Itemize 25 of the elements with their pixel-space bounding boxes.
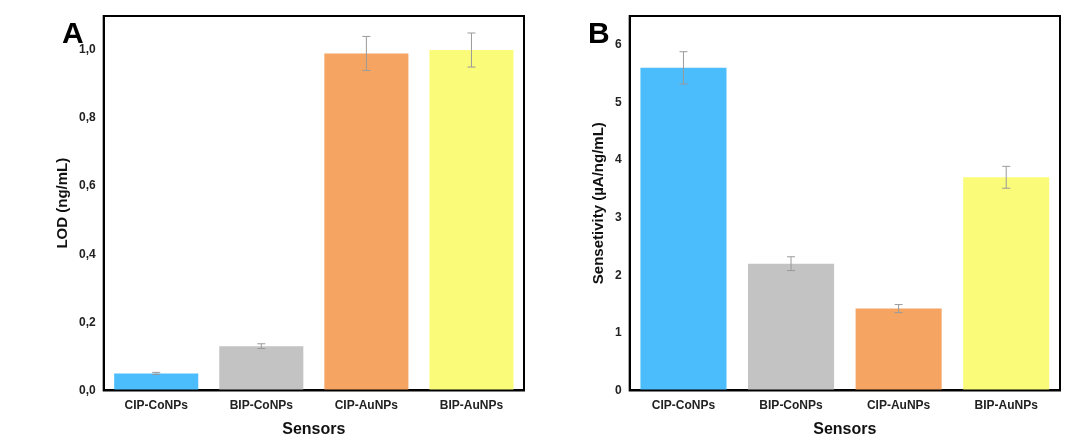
y-axis-title: Sensetivity (µA/ng/mL) <box>589 122 607 285</box>
x-tick-label: CIP-CoNPs <box>651 397 716 412</box>
x-tick-label: BIP-AuNPs <box>439 397 504 412</box>
y-tick-label: 0,2 <box>78 314 96 329</box>
y-tick-label: 0,4 <box>78 246 96 261</box>
x-tick-label: CIP-CoNPs <box>124 397 189 412</box>
y-axis-title: LOD (ng/mL) <box>53 157 71 249</box>
x-tick-label: BIP-CoNPs <box>229 397 294 412</box>
y-tick-label: 4 <box>614 152 622 167</box>
x-tick-label: BIP-CoNPs <box>759 397 824 412</box>
x-tick-label: BIP-AuNPs <box>974 397 1039 412</box>
x-tick-label: CIP-AuNPs <box>334 397 399 412</box>
y-tick-label: 2 <box>614 267 622 282</box>
y-tick-label: 0 <box>614 382 622 397</box>
chart-title: B <box>588 16 610 50</box>
x-axis-title: Sensors <box>282 419 346 437</box>
y-tick-label: 6 <box>614 37 622 52</box>
y-tick-label: 3 <box>614 209 622 224</box>
x-axis-title: Sensors <box>813 419 877 437</box>
y-tick-label: 1 <box>614 325 622 340</box>
y-tick-label: 0,0 <box>78 382 96 397</box>
y-tick-label: 0,6 <box>78 178 96 193</box>
y-tick-label: 0,8 <box>78 110 96 125</box>
y-tick-label: 5 <box>614 94 622 109</box>
x-tick-label: CIP-AuNPs <box>866 397 931 412</box>
